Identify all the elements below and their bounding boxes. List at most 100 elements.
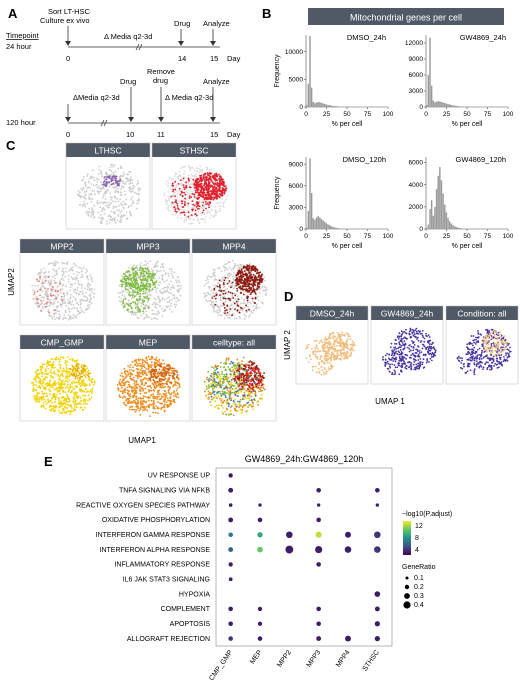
umap-point [110,164,112,166]
umap-point [136,299,139,301]
umap-point [205,203,208,206]
umap-point [75,386,78,388]
umap-point [130,400,133,403]
umap-point [36,284,39,287]
umap-point [213,289,216,291]
umap-point [128,179,131,182]
umap-point [148,297,150,300]
umap-point [153,277,156,280]
umap-point [56,391,59,393]
umap-point [137,308,140,311]
umap-point [248,278,250,281]
umap-point [253,301,256,304]
umap-point [83,295,85,298]
umap-point [141,299,144,302]
umap-point [88,397,91,400]
umap-point [66,291,69,293]
umap-point [224,276,227,279]
umap-point [44,407,47,410]
hist-bar [452,105,454,107]
umap-point [82,403,85,406]
umap-point [172,190,175,193]
umap-point [184,165,187,168]
hist-bar [332,226,334,229]
umap-point [172,188,175,191]
umap-point [200,174,203,177]
umap-point [120,202,122,205]
umap-point [72,266,75,269]
umap-point [181,202,183,205]
umap-point [142,399,145,402]
umap-point [211,295,213,298]
umap-point [38,401,41,403]
umap-point [211,297,214,299]
umap-point [203,184,205,187]
umap-point [153,297,156,300]
umap-point [55,405,58,408]
umap-point [73,394,76,397]
umap-point [183,170,186,173]
umap-point [146,295,148,298]
umap-point [124,193,127,196]
umap-point [163,362,166,365]
umap-point [227,290,230,293]
umap-point [86,367,89,370]
umap-point [123,305,126,307]
umap-point [40,268,42,271]
umap-point [136,405,139,408]
umap-point [135,395,138,398]
umap-point [146,285,149,288]
umap-point [238,269,241,272]
umap-point [208,285,211,288]
umap-point [111,177,114,180]
umap-point [154,358,157,361]
umap-point [52,286,54,289]
umap-point [144,276,147,279]
umap-point [252,305,254,307]
umap-point [61,396,64,398]
umap-point [142,395,145,397]
umap-point [43,398,46,401]
umap-point [167,195,170,198]
umap-point [153,373,156,376]
umap-point [217,210,220,213]
umap-point [64,403,67,406]
umap-point [54,281,57,284]
hist-ytick-label: 9000 [289,161,304,168]
umap-point [84,211,87,214]
umap-point [214,278,217,280]
umap-point [58,399,61,402]
umap-point [38,392,41,395]
umap-point [156,260,159,263]
timepoint-label: Timepoint [6,31,40,40]
umap-point [72,296,75,298]
umap-point [107,204,109,207]
umap-point [239,306,242,309]
umap-point [133,311,136,314]
umap-point [91,208,93,211]
umap-point [136,311,138,314]
umap-point [62,279,65,282]
umap-point [178,281,181,284]
umap-point [161,287,164,290]
umap-point [90,302,93,304]
umap-point [204,221,207,224]
umap-point [110,216,113,219]
umap-point [162,269,165,272]
umap-point [103,177,105,180]
umap-point [224,312,226,315]
umap-point [163,291,166,294]
umap-point [59,412,61,414]
hist-xtick-label: 0 [304,233,308,240]
umap-point [134,307,137,309]
umap-point [146,301,149,303]
umap-point [188,195,191,197]
umap-point [80,399,83,402]
umap-point [84,402,87,405]
umap-point [70,276,73,279]
umap-point [121,285,123,288]
umap-point [62,367,65,370]
umap-point [32,387,35,389]
umap-point [76,369,79,372]
umap-point [59,364,62,367]
